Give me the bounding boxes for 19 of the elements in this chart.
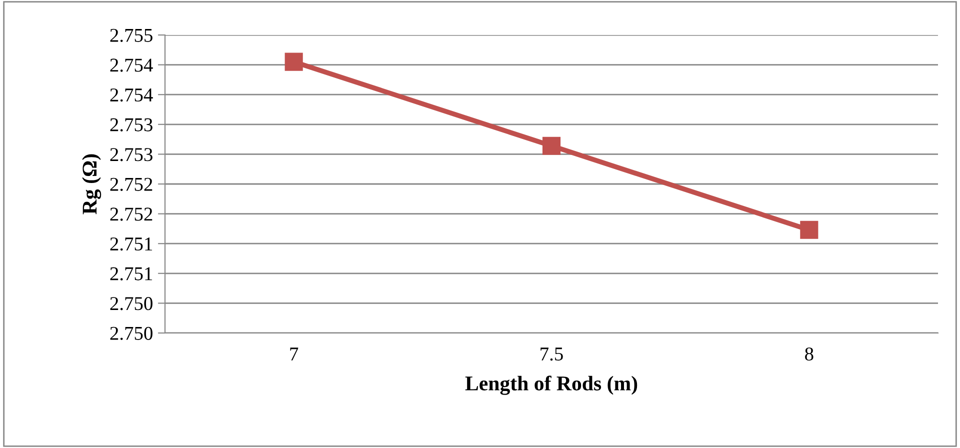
y-axis-title: Rg (Ω)	[82, 154, 102, 214]
y-tick-label: 2.752	[110, 208, 152, 221]
point	[542, 136, 561, 155]
y-tick-label: 2.753	[110, 148, 152, 162]
x-tick-label: 7.5	[540, 348, 563, 361]
y-tick-label: 2.750	[110, 297, 152, 310]
y-tick-label: 2.755	[110, 28, 152, 42]
y-tick-label: 2.751	[110, 267, 152, 280]
x-tick-label: 8	[805, 347, 814, 361]
point	[800, 220, 818, 239]
y-tick-label: 2.753	[110, 118, 152, 132]
x-axis-title: Length of Rods (m)	[465, 376, 638, 395]
y-tick-label: 2.750	[110, 326, 152, 340]
y-tick-label: 2.754	[110, 88, 153, 102]
point	[284, 52, 303, 71]
y-tick-label: 2.751	[110, 237, 152, 251]
y-tick-label: 2.754	[110, 58, 153, 72]
x-tick-label: 7	[290, 348, 298, 360]
y-tick-label: 2.752	[110, 178, 152, 192]
